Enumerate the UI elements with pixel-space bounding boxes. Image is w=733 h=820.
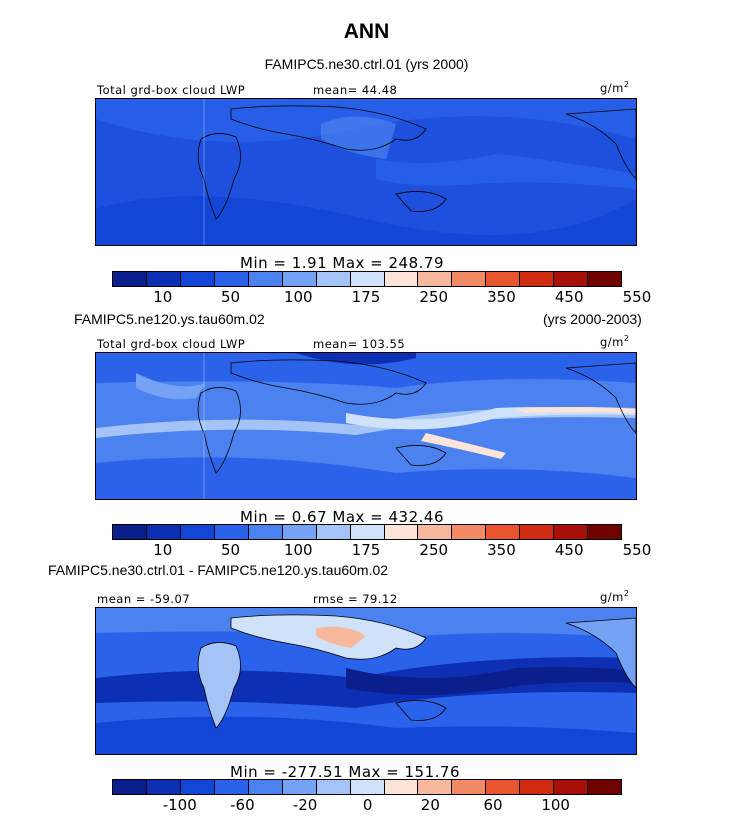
colorbar-swatch [113,525,147,539]
panel2-colorbar [112,524,622,540]
colorbar-swatch [146,525,181,539]
colorbar-tick-label: 60 [483,796,503,814]
panel3-map-field [96,608,636,754]
panel2-units-label: g/m2 [600,334,630,349]
panel2-mean-label: mean= 103.55 [313,337,406,351]
figure-title: ANN [343,20,390,43]
panel1-units-label: g/m2 [600,80,630,95]
panel1-map [95,98,637,246]
colorbar-swatch [418,272,453,286]
colorbar-swatch [180,272,215,286]
panel3-run-title: FAMIPC5.ne30.ctrl.01 - FAMIPC5.ne120.ys.… [48,562,389,578]
colorbar-swatch [486,525,521,539]
colorbar-swatch [588,780,622,794]
colorbar-swatch [316,272,351,286]
colorbar-tick-label: 350 [487,541,516,559]
panel2-map [95,352,637,500]
panel3-rmse-label: rmse = 79.12 [313,592,398,606]
colorbar-tick-label: 10 [153,541,173,559]
colorbar-swatch [113,272,147,286]
panel1-variable-label: Total grd-box cloud LWP [97,83,246,97]
colorbar-tick-label: 100 [283,288,313,306]
colorbar-swatch [486,780,521,794]
panel2-run-years: (yrs 2000-2003) [543,311,642,327]
colorbar-tick-label: 250 [419,541,449,559]
colorbar-tick-label: 550 [622,288,652,306]
colorbar-swatch [452,780,487,794]
colorbar-swatch [384,272,419,286]
colorbar-swatch [384,525,419,539]
panel3-colorbar [112,779,622,795]
panel3-coastlines [197,614,636,729]
panel2-run-name: FAMIPC5.ne120.ys.tau60m.02 [74,311,265,327]
colorbar-swatch [452,272,487,286]
panel2-variable-label: Total grd-box cloud LWP [97,337,246,351]
colorbar-swatch [146,780,181,794]
colorbar-tick-label: 175 [351,288,381,306]
colorbar-swatch [316,780,351,794]
colorbar-swatch [180,525,215,539]
colorbar-swatch [418,525,453,539]
colorbar-swatch [214,525,249,539]
colorbar-swatch [113,780,147,794]
colorbar-tick-label: 450 [554,541,584,559]
colorbar-swatch [588,272,622,286]
colorbar-swatch [452,525,487,539]
colorbar-swatch [554,272,589,286]
colorbar-swatch [282,780,317,794]
colorbar-tick-label: 100 [541,796,570,814]
colorbar-swatch [520,780,555,794]
colorbar-tick-label: 20 [420,796,440,814]
colorbar-tick-label: 10 [153,288,173,306]
colorbar-tick-label: 350 [487,288,516,306]
panel1-run-title: FAMIPC5.ne30.ctrl.01 (yrs 2000) [264,56,469,72]
panel1-map-field [96,99,636,245]
colorbar-tick-label: -60 [230,796,255,814]
colorbar-swatch [248,525,283,539]
colorbar-swatch [554,780,589,794]
colorbar-swatch [350,780,385,794]
panel2-coastlines [197,359,636,474]
colorbar-tick-label: 250 [419,288,449,306]
colorbar-swatch [350,525,385,539]
colorbar-tick-label: 550 [622,541,652,559]
colorbar-swatch [588,525,622,539]
colorbar-swatch [418,780,453,794]
colorbar-swatch [282,272,317,286]
colorbar-swatch [520,525,555,539]
colorbar-swatch [248,780,283,794]
panel1-coastlines [197,105,636,220]
colorbar-tick-label: 50 [220,288,241,306]
panel3-units-label: g/m2 [600,589,630,604]
colorbar-swatch [520,272,555,286]
colorbar-tick-label: 50 [220,541,241,559]
colorbar-swatch [214,780,249,794]
colorbar-swatch [248,272,283,286]
panel3-minmax: Min = -277.51 Max = 151.76 [230,763,460,781]
panel3-map [95,607,637,755]
colorbar-tick-label: 0 [362,796,373,814]
colorbar-swatch [316,525,351,539]
colorbar-tick-label: -100 [162,796,197,814]
colorbar-swatch [350,272,385,286]
colorbar-tick-label: 450 [554,288,584,306]
colorbar-tick-label: -20 [292,796,318,814]
colorbar-swatch [554,525,589,539]
colorbar-swatch [282,525,317,539]
panel1-minmax: Min = 1.91 Max = 248.79 [240,254,444,272]
colorbar-swatch [180,780,215,794]
colorbar-tick-label: 175 [351,541,381,559]
colorbar-tick-label: 100 [283,541,313,559]
colorbar-swatch [214,272,249,286]
panel2-minmax: Min = 0.67 Max = 432.46 [240,508,444,526]
panel1-colorbar [112,271,622,287]
panel3-mean-label: mean = -59.07 [97,592,191,606]
panel2-map-field [96,353,636,499]
colorbar-swatch [486,272,521,286]
panel1-mean-label: mean= 44.48 [313,83,398,97]
colorbar-swatch [384,780,419,794]
colorbar-swatch [146,272,181,286]
